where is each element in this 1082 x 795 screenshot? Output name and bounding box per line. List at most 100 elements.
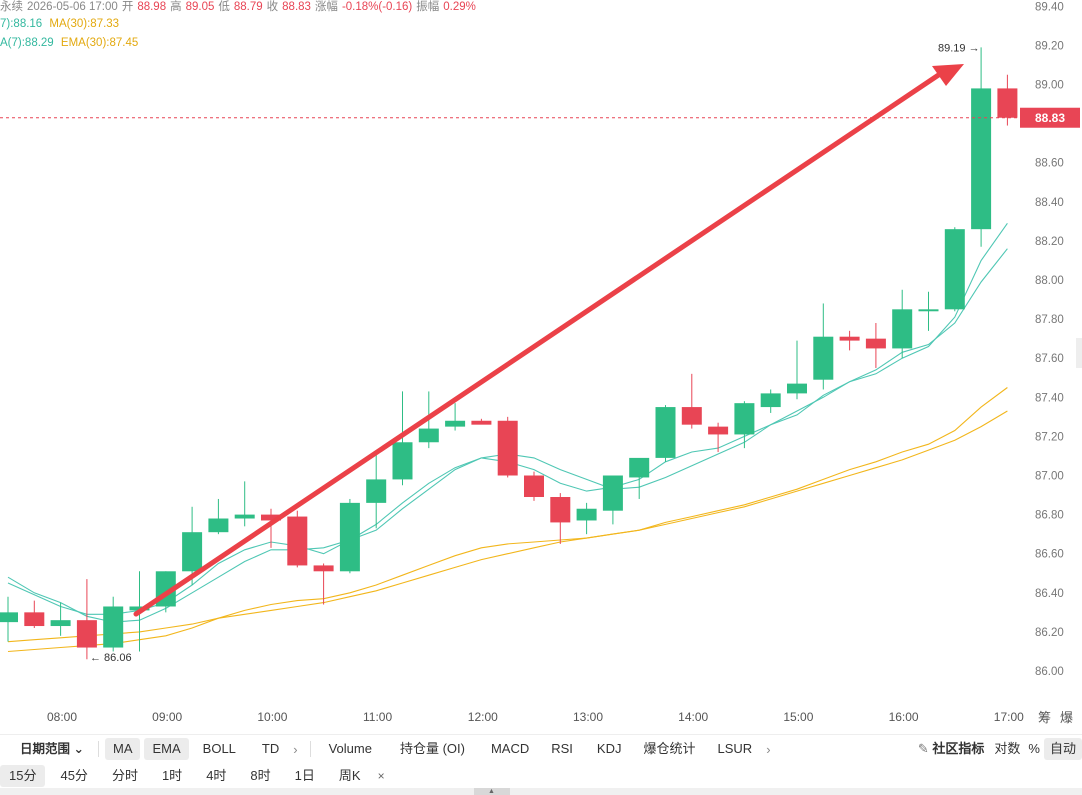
price-tick-label: 88.20 (1035, 236, 1064, 248)
candle-down (839, 336, 860, 341)
percent-scale-toggle[interactable]: % (1028, 741, 1040, 756)
timeframe-time-share[interactable]: 分时 (111, 768, 138, 783)
toolbar-right: ✎ 社区指标 对数 % 自动 (912, 735, 1082, 763)
price-tick-label: 86.00 (1035, 666, 1064, 678)
change-label: 涨幅 (314, 1, 338, 13)
chart-area[interactable]: 89.4089.2089.0088.8088.6088.4088.2088.00… (0, 0, 1082, 730)
timeframe-1h[interactable]: 1时 (161, 768, 183, 783)
candle-down (287, 516, 308, 566)
indicator-boll[interactable]: BOLL (202, 741, 236, 756)
amplitude-value: 0.29% (443, 1, 476, 13)
time-tick-label: 16:00 (889, 710, 919, 724)
price-tick-label: 86.40 (1035, 588, 1064, 600)
time-tick-label: 14:00 (678, 710, 708, 724)
candle-up (182, 532, 203, 572)
candle-down (550, 497, 571, 523)
price-tick-label: 87.80 (1035, 314, 1064, 326)
candle-up (734, 403, 755, 435)
price-tick-label: 87.00 (1035, 471, 1064, 483)
trend-arrow-line (133, 71, 943, 617)
time-tick-label: 11:00 (363, 710, 392, 724)
price-tick-label: 88.00 (1035, 275, 1064, 287)
current-price-label: 88.83 (1035, 111, 1065, 125)
candle-down (497, 420, 518, 476)
low-label: 低 (218, 1, 230, 13)
indicator-volume[interactable]: Volume (328, 741, 372, 756)
date-range-button[interactable]: 日期范围 ⌄ (0, 738, 92, 760)
indicator-rsi[interactable]: RSI (551, 741, 573, 756)
candle-down (261, 514, 281, 521)
timeframe-45m[interactable]: 45分 (60, 768, 88, 783)
timeframe-week[interactable]: 周K (338, 768, 361, 783)
price-tick-label: 88.40 (1035, 197, 1064, 209)
price-tick-label: 89.40 (1035, 1, 1064, 13)
chevron-down-icon: ⌄ (73, 742, 84, 756)
indicator-lsur[interactable]: LSUR (717, 741, 753, 756)
timeframe-4h[interactable]: 4时 (206, 768, 227, 783)
log-scale-toggle[interactable]: 对数 (994, 741, 1021, 756)
timeframe-15m[interactable]: 15分 (0, 765, 46, 787)
time-tick-label: 09:00 (152, 710, 182, 724)
candle-up (787, 383, 807, 394)
candle-down (865, 338, 886, 349)
auto-scale-toggle[interactable]: 自动 (1043, 738, 1082, 760)
time-tick-label: 12:00 (468, 710, 498, 724)
chevron-up-icon: ▲ (488, 788, 495, 795)
indicator-liquidation[interactable]: 爆仓统计 (643, 741, 696, 756)
price-tick-label: 87.40 (1035, 392, 1064, 404)
ema30-line (7, 387, 1008, 653)
price-tick-label: 88.60 (1035, 158, 1064, 170)
candle-up (918, 309, 939, 312)
indicator-oi[interactable]: 持仓量 (OI) (399, 741, 465, 756)
open-label: 开 (121, 1, 134, 13)
timeframe-bar: 15分 45分 分时 1时 4时 8时 1日 周K × (0, 764, 1082, 788)
low-value: 88.79 (233, 1, 263, 13)
time-tick-label: 10:00 (257, 710, 287, 724)
indicator-toolbar: 日期范围 ⌄ MA EMA BOLL TD › Volume 持仓量 (OI) … (0, 734, 1082, 763)
candle-down (76, 620, 97, 648)
indicator-ema[interactable]: EMA (144, 738, 189, 760)
candle-up (339, 502, 360, 572)
timeframe-1d[interactable]: 1日 (294, 768, 315, 783)
time-tick-label: 17:00 (994, 710, 1024, 724)
timeframe-8h[interactable]: 8时 (250, 768, 271, 783)
ma30-value: MA(30):87.33 (49, 18, 120, 30)
indicator-ma[interactable]: MA (104, 738, 141, 760)
candle-up (208, 518, 229, 533)
chevron-right-icon[interactable]: › (293, 741, 298, 757)
chevron-right-icon[interactable]: › (766, 741, 771, 757)
divider (97, 741, 99, 757)
trend-arrow-head (932, 64, 964, 86)
candle-down (24, 612, 45, 627)
price-tick-label: 89.00 (1035, 80, 1064, 92)
candle-down (681, 407, 702, 425)
ema30-value: EMA(30):87.45 (60, 37, 139, 49)
candle-up (129, 606, 150, 611)
candlestick-chart[interactable]: 89.4089.2089.0088.8088.6088.4088.2088.00… (0, 0, 1082, 730)
price-tick-label: 87.60 (1035, 353, 1064, 365)
indicator-kdj[interactable]: KDJ (596, 741, 622, 756)
time-tick-label: 08:00 (47, 710, 77, 724)
side-panel-handle[interactable] (1076, 338, 1082, 368)
community-indicators-button[interactable]: ✎ 社区指标 (912, 738, 991, 760)
candle-up (0, 612, 18, 623)
panel-resize-handle[interactable] (474, 788, 510, 795)
high-price-marker: 89.19 → (938, 42, 980, 54)
chip-label-chou: 筹 (1038, 710, 1051, 726)
current-price-tag (1020, 107, 1080, 128)
candle-down (997, 88, 1018, 118)
indicator-td[interactable]: TD (261, 741, 280, 756)
price-tick-label: 86.80 (1035, 510, 1064, 522)
close-icon[interactable]: × (377, 769, 385, 783)
date-range-label: 日期范围 (20, 742, 71, 756)
time-tick-label: 13:00 (573, 710, 603, 724)
candle-up (602, 475, 623, 511)
candle-up (971, 88, 992, 230)
ma-legend: 7):88.16 MA(30):87.33 (0, 17, 123, 31)
candle-up (576, 508, 597, 521)
indicator-macd[interactable]: MACD (490, 741, 530, 756)
candle-up (445, 420, 466, 427)
community-indicators-label: 社区指标 (932, 741, 985, 756)
chip-label-bao: 爆 (1060, 711, 1073, 726)
open-value: 88.98 (137, 1, 167, 13)
